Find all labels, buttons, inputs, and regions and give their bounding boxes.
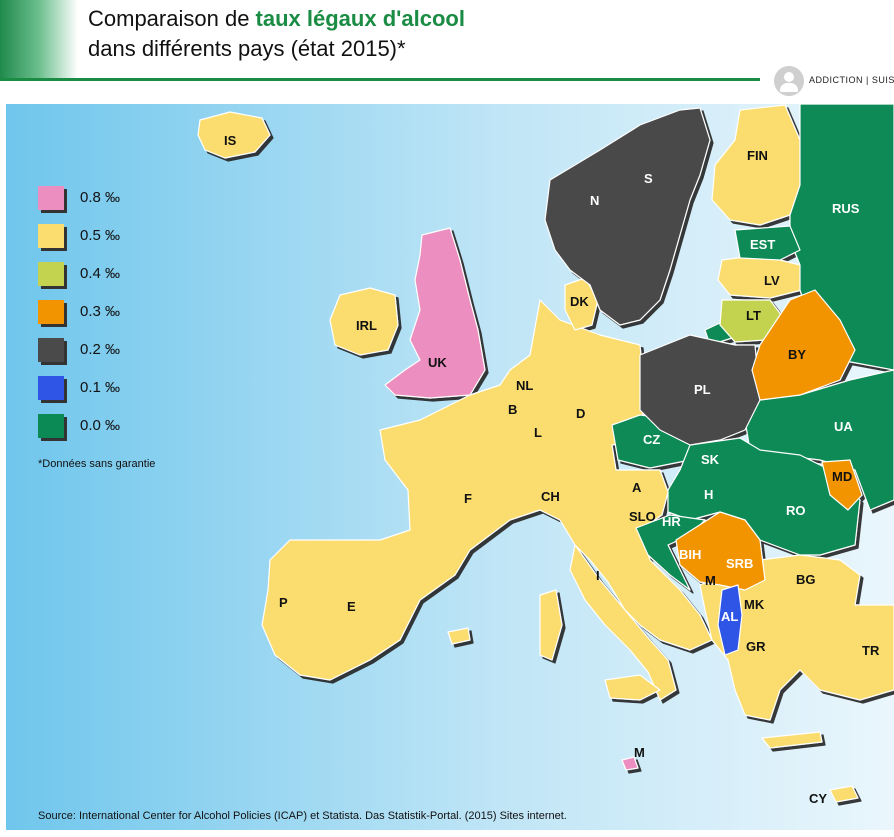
legend-swatch-orange: [38, 300, 64, 324]
label-A: A: [632, 480, 642, 495]
label-D: D: [576, 406, 585, 421]
legend-item-0-1: 0.1 ‰: [38, 376, 218, 402]
label-EST: EST: [750, 237, 775, 252]
bih-srb-shape: [675, 511, 766, 591]
label-SK: SK: [701, 452, 720, 467]
label-CZ: CZ: [643, 432, 660, 447]
legend-item-0-8: 0.8 ‰: [38, 186, 218, 212]
malta-shape: [621, 756, 639, 771]
label-I: I: [596, 568, 600, 583]
label-MK: MK: [744, 597, 765, 612]
brand: ADDICTION | SUISSE: [774, 66, 894, 96]
cyprus-shape: [829, 785, 859, 803]
label-M: M: [705, 573, 716, 588]
label-PL: PL: [694, 382, 711, 397]
legend-swatch-yellow: [38, 224, 64, 248]
legend-swatch-dark-gray: [38, 338, 64, 362]
label-LV: LV: [764, 273, 780, 288]
label-RO: RO: [786, 503, 806, 518]
label-N: N: [590, 193, 599, 208]
legend-swatch-pink: [38, 186, 64, 210]
balkans-yellow: [699, 554, 894, 721]
legend-label: 0.0 ‰: [80, 417, 121, 434]
legend-swatch-lime: [38, 262, 64, 286]
label-UK: UK: [428, 355, 447, 370]
legend-item-0-3: 0.3 ‰: [38, 300, 218, 326]
label-SRB: SRB: [726, 556, 753, 571]
moldova-shape: [821, 459, 863, 511]
label-FIN: FIN: [747, 148, 768, 163]
title-line2: dans différents pays (état 2015)*: [88, 36, 406, 61]
label-BIH: BIH: [679, 547, 701, 562]
header-accent-bar: [0, 0, 78, 80]
legend-swatch-green: [38, 414, 64, 438]
label-P: P: [279, 595, 288, 610]
brand-text: ADDICTION | SUISSE: [809, 75, 894, 85]
iceland-shape: [197, 111, 271, 159]
label-E: E: [347, 599, 356, 614]
estonia-shape: [734, 225, 801, 261]
belarus-shape: [751, 289, 856, 401]
label-GR: GR: [746, 639, 766, 654]
legend-item-0-5: 0.5 ‰: [38, 224, 218, 250]
legend-label: 0.2 ‰: [80, 341, 121, 358]
legend-label: 0.3 ‰: [80, 303, 121, 320]
label-F: F: [464, 491, 472, 506]
legend-item-0-2: 0.2 ‰: [38, 338, 218, 364]
label-UA: UA: [834, 419, 853, 434]
sk-hu-ro-shape: [667, 437, 861, 556]
label-IS: IS: [224, 133, 237, 148]
page-title: Comparaison de taux légaux d'alcool dans…: [88, 4, 465, 64]
header-rule: [0, 78, 760, 81]
legend-item-0-0: 0.0 ‰: [38, 414, 218, 440]
poland-shape: [639, 334, 761, 446]
legend-item-0-4: 0.4 ‰: [38, 262, 218, 288]
label-L: L: [534, 425, 542, 440]
title-highlight: taux légaux d'alcool: [255, 6, 465, 31]
crete-shape: [761, 731, 823, 749]
legend-swatch-blue: [38, 376, 64, 400]
finland-shape: [711, 104, 801, 226]
label-BY: BY: [788, 347, 806, 362]
legend-label: 0.5 ‰: [80, 227, 121, 244]
label-CH: CH: [541, 489, 560, 504]
label-CY: CY: [809, 791, 827, 806]
sicily-shape: [604, 674, 661, 701]
label-LT: LT: [746, 308, 761, 323]
italy-boot: [569, 544, 677, 701]
label-SLO: SLO: [629, 509, 656, 524]
label-S: S: [644, 171, 653, 186]
label-NL: NL: [516, 378, 533, 393]
source-note: Source: International Center for Alcohol…: [38, 810, 567, 822]
label-DK: DK: [570, 294, 589, 309]
albania-shape: [717, 584, 743, 656]
label-B: B: [508, 402, 517, 417]
scandinavia-shape: [544, 107, 711, 326]
legend-label: 0.8 ‰: [80, 189, 121, 206]
label-H: H: [704, 487, 713, 502]
europe-map: IS FIN RUS N S EST LV LT DK IRL UK BY PL…: [6, 104, 894, 830]
title-part1: Comparaison de: [88, 6, 256, 31]
label-TR: TR: [862, 643, 880, 658]
balearic-shape: [447, 627, 471, 645]
label-BG: BG: [796, 572, 816, 587]
sardinia-shape: [539, 589, 563, 661]
disclaimer: *Données sans garantie: [38, 458, 156, 470]
addiction-suisse-logo-icon: [774, 66, 804, 96]
label-MD: MD: [832, 469, 852, 484]
label-AL: AL: [721, 609, 738, 624]
continent-yellow-region: [261, 299, 713, 681]
label-HR: HR: [662, 514, 681, 529]
legend-label: 0.4 ‰: [80, 265, 121, 282]
legend-label: 0.1 ‰: [80, 379, 121, 396]
uk-shape: [384, 227, 486, 399]
ireland-shape: [329, 287, 399, 356]
label-RUS: RUS: [832, 201, 860, 216]
label-Malta: M: [634, 745, 645, 760]
header: Comparaison de taux légaux d'alcool dans…: [0, 0, 894, 100]
label-IRL: IRL: [356, 318, 377, 333]
